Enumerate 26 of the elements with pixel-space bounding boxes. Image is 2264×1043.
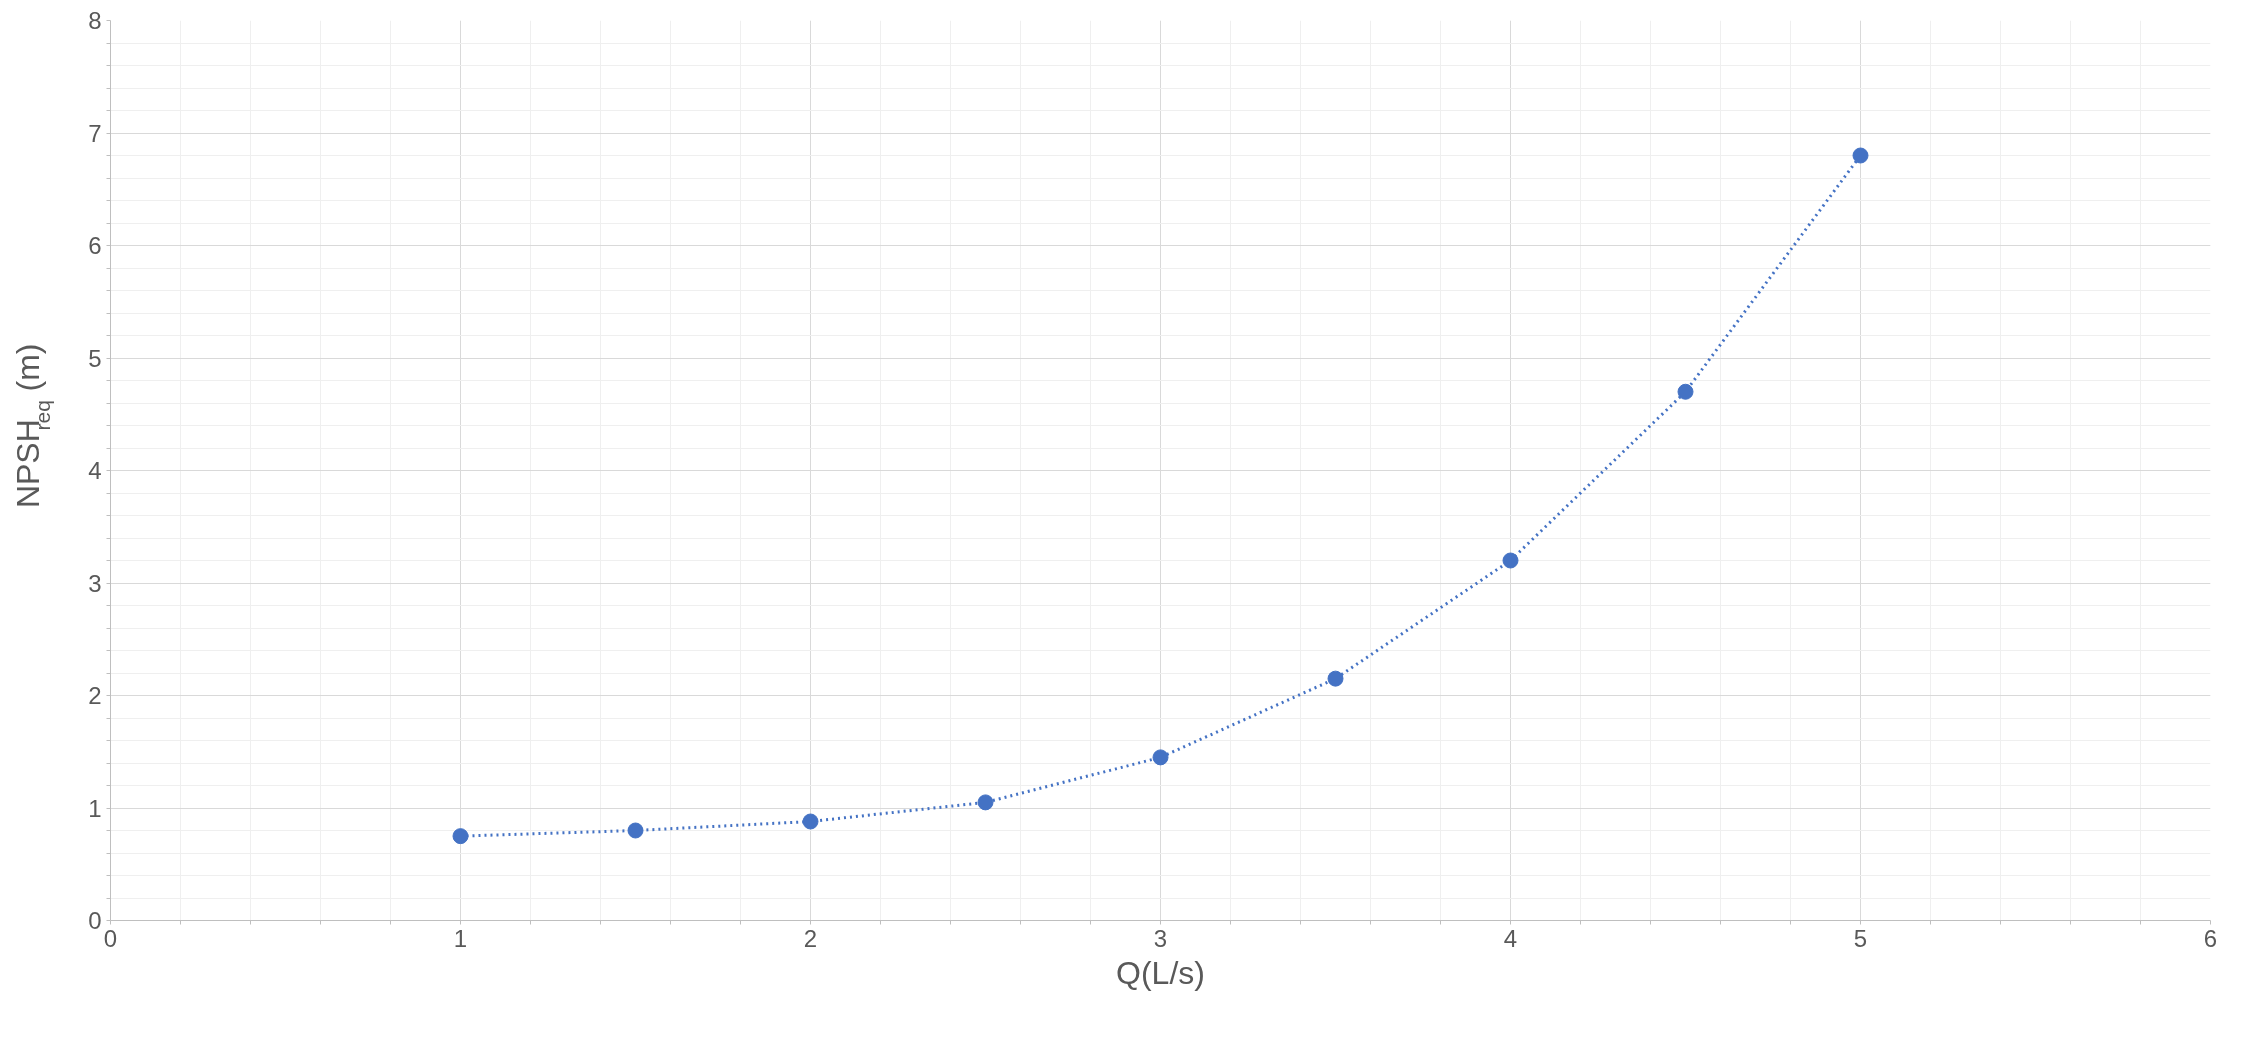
point — [1502, 552, 1519, 569]
y-tick-label: 4 — [88, 457, 102, 484]
point — [627, 822, 644, 839]
point — [1677, 383, 1694, 400]
y-tick-label: 7 — [88, 119, 102, 147]
y-tick-label: 6 — [88, 232, 102, 259]
x-axis-title: Q(L/s) — [1116, 954, 1205, 991]
point — [452, 828, 469, 845]
y-tick-label: 5 — [88, 344, 102, 372]
point — [1327, 670, 1344, 687]
x-tick-label: 5 — [1853, 924, 1868, 952]
point — [1852, 147, 1869, 164]
x-tick-label: 3 — [1153, 924, 1168, 952]
x-tick-label: 4 — [1503, 924, 1518, 952]
x-tick-label: 1 — [453, 924, 468, 952]
point — [1152, 749, 1169, 766]
y-tick-label: 3 — [88, 569, 102, 597]
x-tick-label: 6 — [2203, 924, 2218, 952]
x-tick-label: 2 — [803, 924, 818, 952]
point — [977, 794, 994, 811]
y-tick-label: 0 — [88, 907, 102, 934]
y-tick-label: 8 — [88, 7, 102, 34]
point — [802, 813, 819, 830]
y-tick-label: 1 — [88, 794, 102, 822]
y-tick-label: 2 — [88, 682, 102, 709]
y-axis-title: NPSHreq (m) — [9, 343, 54, 509]
